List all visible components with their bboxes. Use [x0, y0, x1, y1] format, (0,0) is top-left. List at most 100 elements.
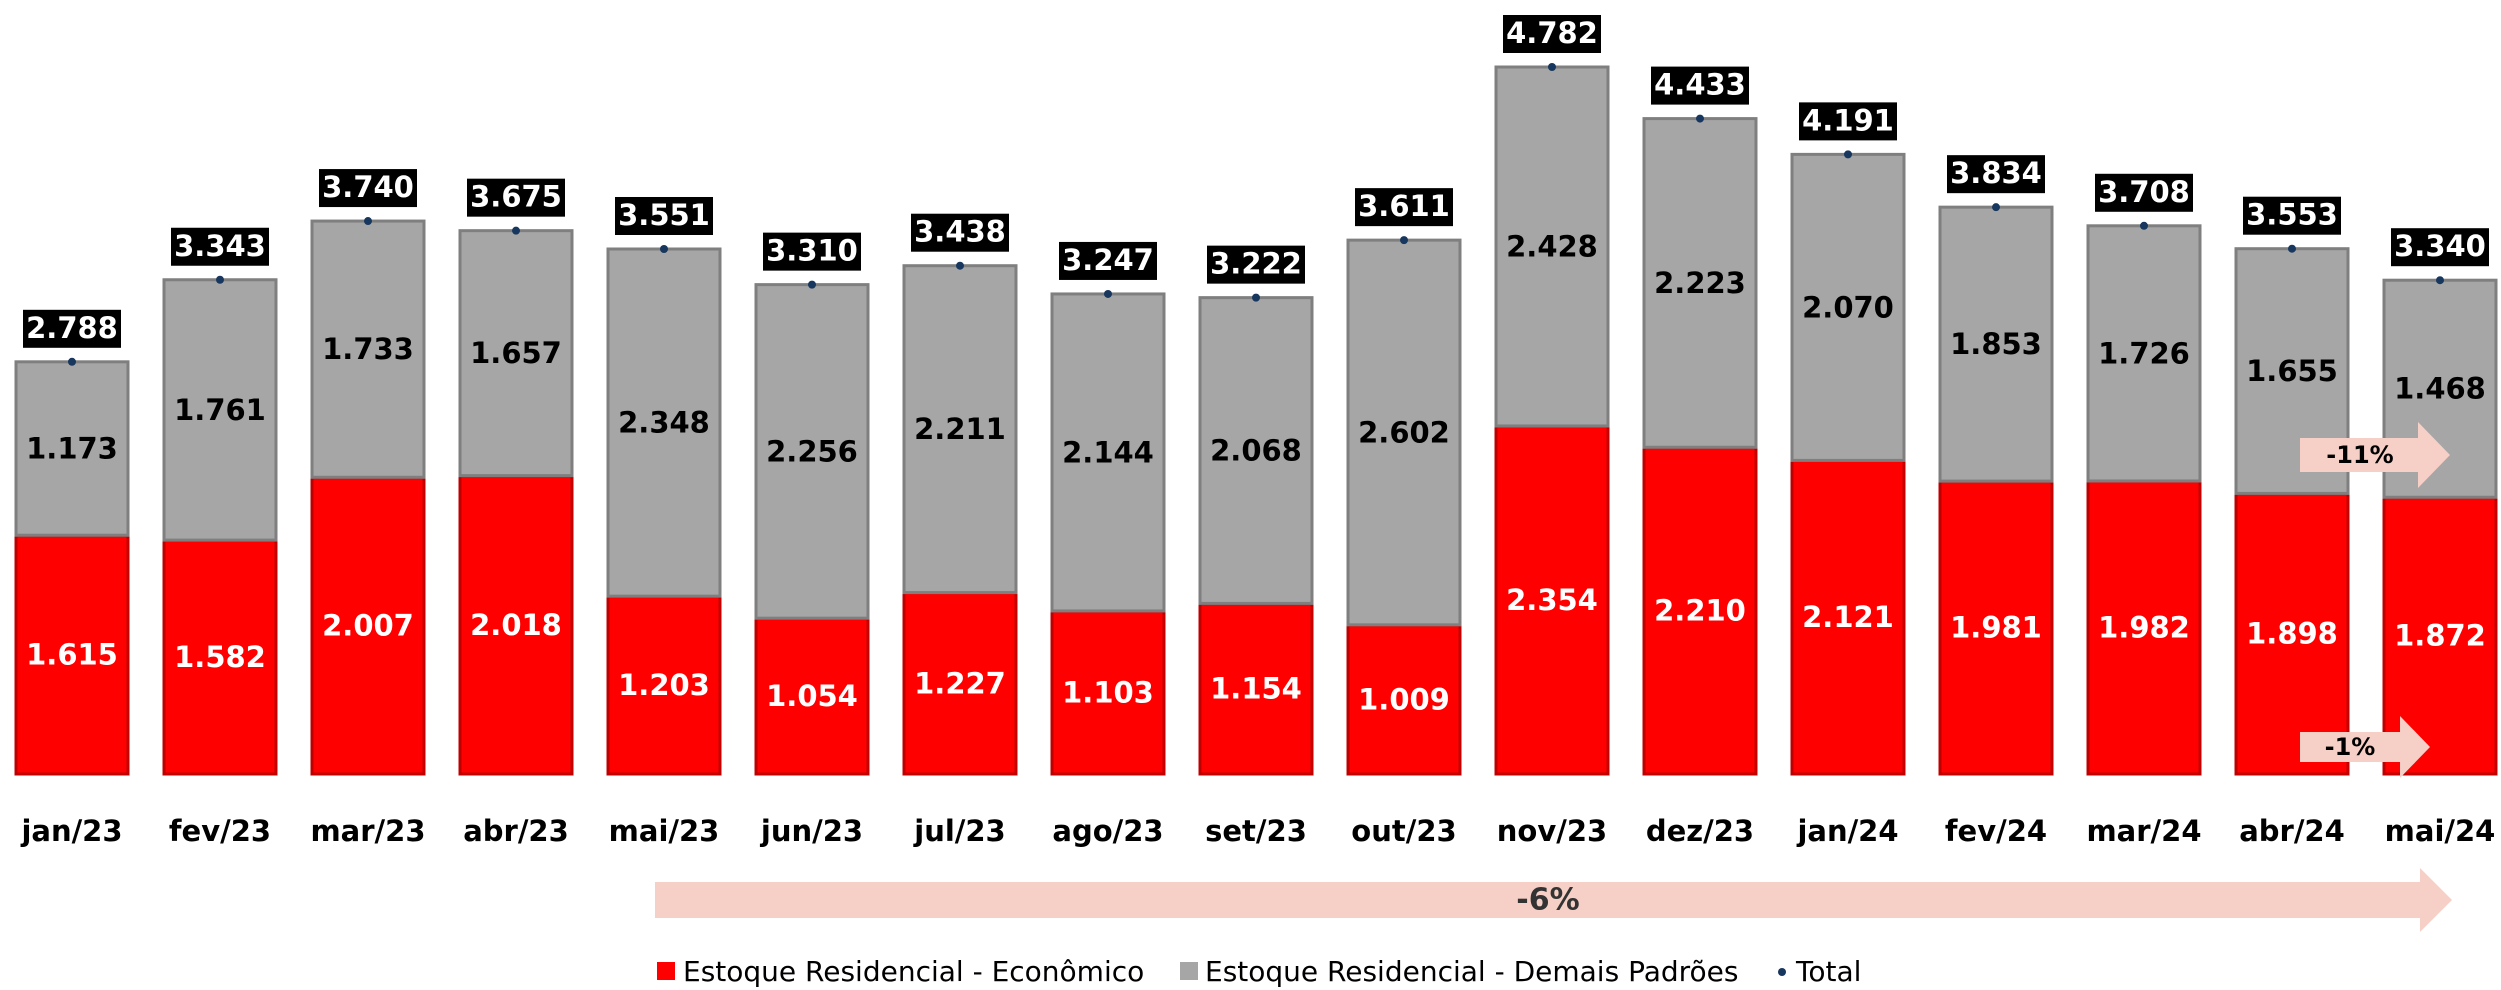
data-label: 1.615 [26, 638, 118, 672]
data-label: 2.068 [1210, 434, 1302, 468]
bar-segment [162, 538, 278, 776]
data-label: 2.007 [322, 609, 414, 643]
bar-segment [902, 591, 1018, 776]
data-label: 1.582 [174, 640, 266, 674]
total-label-box [319, 169, 417, 208]
total-marker [1400, 236, 1408, 245]
total-label: 3.675 [470, 180, 562, 214]
annotation: -11% [2326, 441, 2393, 469]
total-marker [2436, 276, 2444, 285]
bar-segment [2086, 479, 2202, 776]
total-label-box [2391, 228, 2489, 267]
total-label: 4.433 [1654, 68, 1746, 102]
data-label: 2.210 [1654, 594, 1746, 628]
bar-segment [902, 264, 1018, 595]
bar-segment [1050, 609, 1166, 776]
x-tick-label: set/23 [1205, 814, 1307, 848]
total-label-box [2095, 173, 2193, 212]
data-label: 2.354 [1506, 583, 1598, 617]
total-label: 3.222 [1210, 247, 1302, 281]
data-label: 2.070 [1802, 290, 1894, 324]
x-tick-label: jul/23 [913, 814, 1005, 848]
x-tick-label: mar/24 [2086, 814, 2201, 848]
bar-segment [1346, 238, 1462, 627]
total-label: 3.247 [1062, 243, 1154, 277]
total-label: 3.551 [618, 198, 710, 232]
x-tick-label: ago/23 [1052, 814, 1163, 848]
legend-label: Total [1795, 955, 1861, 988]
x-tick-label: abr/23 [463, 814, 569, 848]
x-tick-label: mai/24 [2385, 814, 2496, 848]
data-label: 1.103 [1062, 675, 1154, 709]
x-tick-label: nov/23 [1497, 814, 1607, 848]
x-tick-label: fev/24 [1945, 814, 2047, 848]
plot-area: 1.615 1.173 2.788 jan/23 1.582 1.761 3.343 fev/… [14, 15, 2498, 848]
annotation: -6% [1516, 883, 1579, 918]
data-label: 1.981 [1950, 611, 2042, 645]
legend: Estoque Residencial - Econômico Estoque … [657, 955, 1861, 988]
total-label-box [2243, 196, 2341, 235]
data-label: 1.898 [2246, 617, 2338, 651]
total-label: 4.191 [1802, 103, 1894, 137]
bar-segment [162, 278, 278, 542]
total-marker [364, 217, 372, 226]
total-label-box [171, 227, 269, 266]
arrow [655, 868, 2452, 932]
total-marker [2140, 221, 2148, 230]
bar-segment [1642, 445, 1758, 776]
total-label-box [1207, 245, 1305, 284]
data-label: 2.144 [1062, 435, 1154, 469]
legend-label: Estoque Residencial - Econômico [683, 955, 1144, 988]
total-label-box [1947, 155, 2045, 194]
x-tick-label: fev/23 [169, 814, 271, 848]
legend-swatch [1180, 962, 1198, 980]
data-label: 1.726 [2098, 336, 2190, 370]
total-label-box [763, 232, 861, 271]
total-label-box [615, 196, 713, 235]
total-marker [68, 357, 76, 366]
legend-swatch [657, 962, 675, 980]
total-marker [1104, 289, 1112, 298]
bar-segment [2086, 224, 2202, 483]
data-label: 1.982 [2098, 610, 2190, 644]
total-marker [1844, 150, 1852, 159]
bar-segment [310, 475, 426, 776]
legend-label: Estoque Residencial - Demais Padrões [1205, 955, 1738, 988]
data-label: 1.173 [26, 432, 118, 466]
total-label-box [911, 213, 1009, 252]
total-marker [2288, 244, 2296, 253]
x-tick-label: mar/23 [310, 814, 425, 848]
bar-segment [1938, 479, 2054, 776]
total-label-box [1503, 15, 1601, 53]
x-tick-label: jan/24 [1796, 814, 1898, 848]
bar-segment [1050, 292, 1166, 613]
data-label: 1.655 [2246, 354, 2338, 388]
total-label: 4.782 [1506, 16, 1598, 50]
bar-segment [606, 247, 722, 598]
data-label: 2.018 [470, 608, 562, 642]
bar-segment [1790, 458, 1906, 776]
total-label-box [1799, 102, 1897, 141]
arrow [2300, 716, 2430, 778]
x-tick-label: out/23 [1351, 814, 1456, 848]
data-label: 2.428 [1506, 229, 1598, 263]
bar-segment [1642, 117, 1758, 449]
bar-segment [14, 533, 130, 776]
data-label: 1.733 [322, 332, 414, 366]
data-label: 2.223 [1654, 266, 1746, 300]
x-tick-label: jan/23 [20, 814, 122, 848]
legend-swatch [1778, 968, 1786, 976]
total-label: 3.740 [322, 170, 414, 204]
total-marker [956, 261, 964, 270]
data-label: 1.009 [1358, 682, 1450, 716]
total-marker [1252, 293, 1260, 302]
total-marker [1696, 114, 1704, 123]
x-tick-label: jun/23 [760, 814, 863, 848]
total-marker [660, 244, 668, 253]
bar-segment [14, 360, 130, 537]
total-marker [1992, 203, 2000, 212]
bar-segment [1790, 152, 1906, 462]
total-label: 3.310 [766, 234, 858, 268]
total-marker [808, 280, 816, 289]
